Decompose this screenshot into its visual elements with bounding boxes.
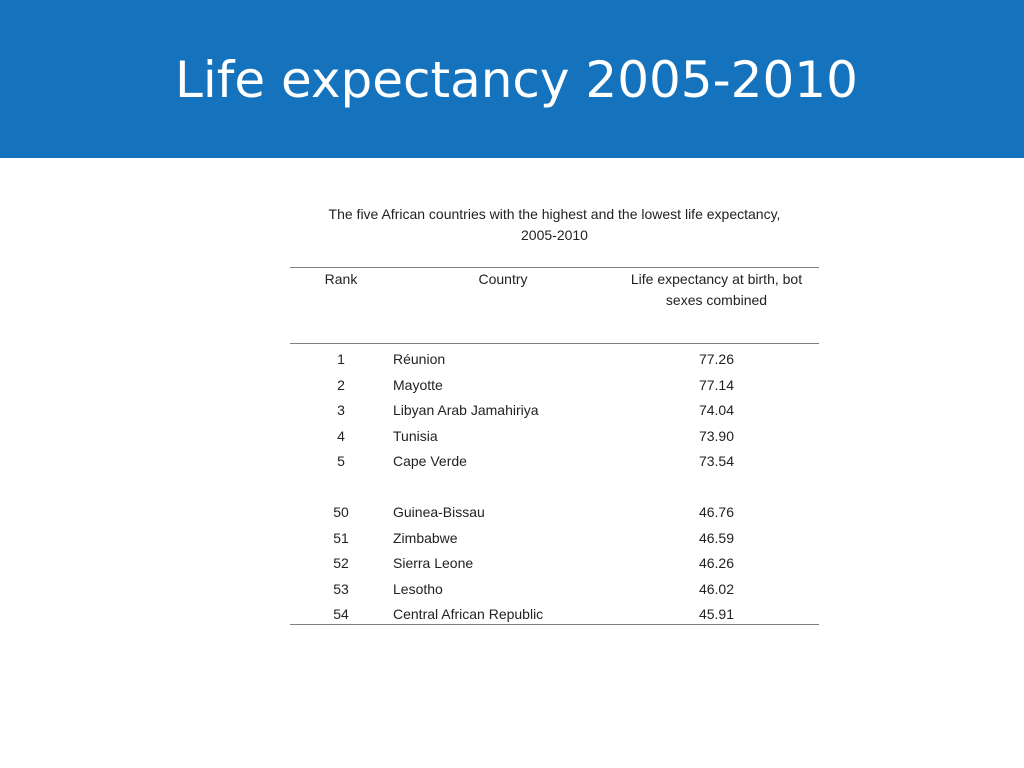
table-row: 5 Cape Verde 73.54 (290, 449, 819, 475)
table-body: 1 Réunion 77.26 2 Mayotte 77.14 3 Libyan… (290, 347, 819, 628)
table-caption-line: The five African countries with the high… (328, 206, 781, 222)
life-expectancy-cell: 46.02 (698, 580, 735, 597)
table-row: 54 Central African Republic 45.91 (290, 602, 819, 628)
rank-cell: 1 (337, 351, 345, 367)
life-expectancy-cell: 77.26 (698, 351, 735, 367)
table-row: 1 Réunion 77.26 (290, 347, 819, 373)
country-cell: Zimbabwe (393, 529, 458, 546)
country-cell: Guinea-Bissau (393, 504, 485, 520)
table-row: 50 Guinea-Bissau 46.76 (290, 500, 819, 526)
rank-cell: 51 (333, 529, 349, 546)
table-row: 4 Tunisia 73.90 (290, 424, 819, 450)
table-row: 3 Libyan Arab Jamahiriya 74.04 (290, 398, 819, 424)
country-cell: Cape Verde (393, 453, 467, 469)
column-header-rank: Rank (324, 271, 358, 287)
table-row: 53 Lesotho 46.02 (290, 577, 819, 603)
country-cell: Sierra Leone (393, 555, 474, 571)
table-row: 2 Mayotte 77.14 (290, 373, 819, 399)
country-cell: Tunisia (393, 427, 438, 444)
rank-cell: 5 (337, 453, 345, 469)
country-cell: Central African Republic (393, 606, 544, 622)
table-top-rule (290, 267, 819, 268)
table-caption-line: 2005-2010 (521, 227, 588, 243)
life-expectancy-cell: 73.54 (698, 453, 735, 469)
rank-cell: 4 (337, 427, 345, 444)
column-header-line: Life expectancy at birth, bot (630, 271, 803, 287)
life-expectancy-cell: 77.14 (698, 376, 735, 393)
table-row: 52 Sierra Leone 46.26 (290, 551, 819, 577)
rank-cell: 50 (333, 504, 349, 520)
slide-title: Life expectancy 2005-2010 (175, 51, 858, 109)
table-header-rule (290, 343, 819, 344)
life-expectancy-cell: 46.76 (698, 504, 735, 520)
rank-cell: 53 (333, 580, 349, 597)
table-row: 51 Zimbabwe 46.59 (290, 526, 819, 552)
rank-cell: 3 (337, 402, 345, 418)
rank-cell: 54 (333, 606, 349, 622)
country-cell: Réunion (393, 351, 446, 367)
table-caption: The five African countries with the high… (290, 204, 819, 246)
country-cell: Libyan Arab Jamahiriya (393, 402, 539, 418)
life-expectancy-cell: 73.90 (698, 427, 735, 444)
column-header-country: Country (478, 271, 528, 287)
country-cell: Mayotte (393, 376, 443, 393)
life-expectancy-cell: 74.04 (698, 402, 735, 418)
table-bottom-rule (290, 624, 819, 625)
life-expectancy-cell: 46.59 (698, 529, 735, 546)
life-expectancy-cell: 45.91 (698, 606, 735, 622)
country-cell: Lesotho (393, 580, 443, 597)
life-expectancy-cell: 46.26 (698, 555, 735, 571)
column-header-line: sexes combined (665, 292, 768, 308)
column-header-life-expectancy: Life expectancy at birth, bot sexes comb… (614, 269, 819, 311)
rank-cell: 2 (337, 376, 345, 393)
table-spacer-row (290, 475, 819, 501)
title-banner: Life expectancy 2005-2010 (0, 0, 1024, 158)
rank-cell: 52 (333, 555, 349, 571)
